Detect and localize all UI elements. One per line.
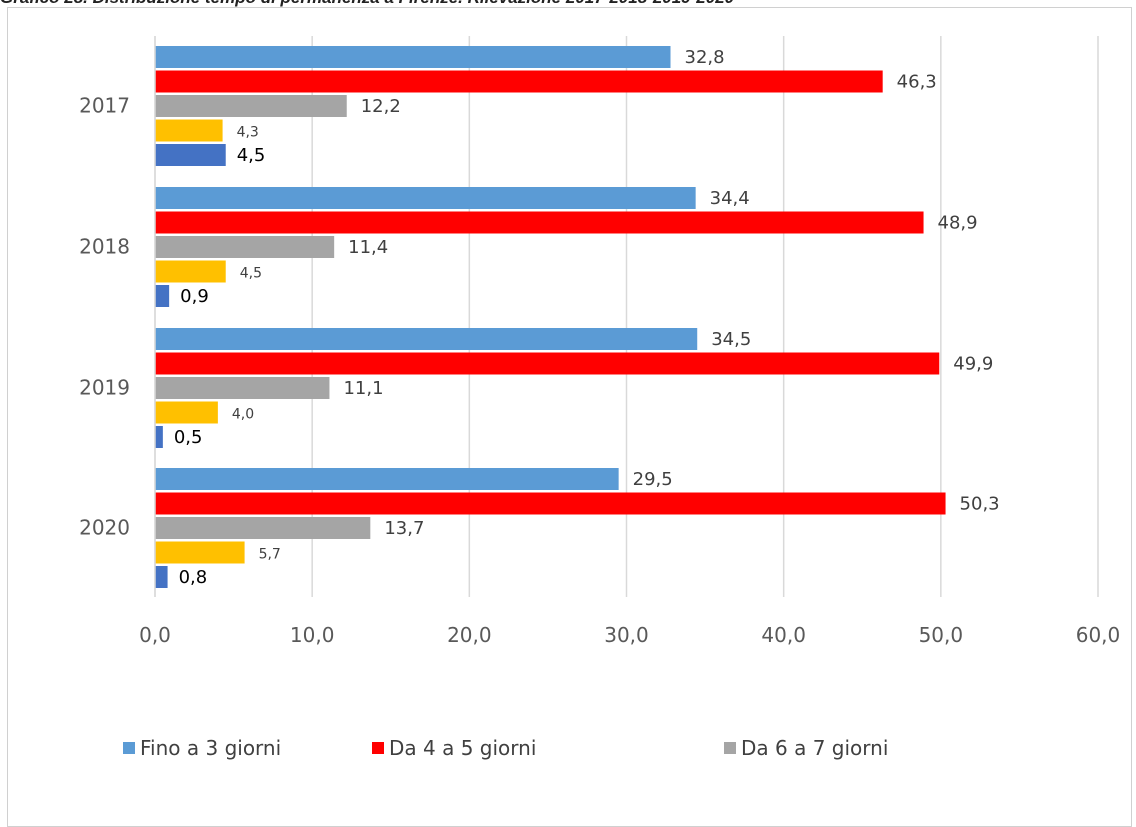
data-label: 29,5 [633,469,673,490]
data-label: 0,5 [174,427,203,448]
data-labels: 32,8 46,3 12,2 4,3 4,5 34,4 48,9 11,4 4,5 0,9 34,5… [174,47,1000,588]
bar [155,492,946,515]
bar [155,377,330,399]
y-axis: 2017 2018 2019 2020 [79,36,156,597]
bar [155,46,671,68]
data-label: 46,3 [897,72,937,93]
bar [155,541,245,564]
data-label: 4,0 [232,407,254,423]
x-axis: 0,0 10,0 20,0 30,0 40,0 50,0 60,0 [139,623,1120,647]
legend-swatch [123,742,135,754]
x-tick-label: 0,0 [139,623,171,647]
x-tick-label: 50,0 [919,623,964,647]
bar [155,401,218,424]
y-tick-label: 2017 [79,93,130,117]
data-label: 50,3 [960,494,1000,515]
bar [155,236,335,258]
bar [155,517,371,539]
legend-swatch [372,742,384,754]
data-label: 4,5 [240,266,262,282]
data-label: 11,1 [343,378,383,399]
bar [155,260,226,283]
x-tick-label: 40,0 [761,623,806,647]
bar [155,468,619,490]
bar [155,144,226,166]
data-label: 34,5 [711,329,751,350]
data-label: 4,5 [237,145,266,166]
legend-label: Fino a 3 giorni [140,736,281,760]
data-label: 0,9 [180,286,209,307]
bar [155,70,883,93]
bar [155,211,924,234]
y-tick-label: 2018 [79,234,130,258]
data-label: 0,8 [179,567,208,588]
chart-caption: Grafico 28. Distribuzione tempo di perma… [0,0,1136,8]
data-label: 5,7 [259,547,281,563]
data-label: 11,4 [348,237,388,258]
data-label: 4,3 [237,125,259,141]
y-tick-label: 2019 [79,375,130,399]
bar [155,352,940,375]
x-tick-label: 30,0 [604,623,649,647]
data-label: 48,9 [938,213,978,234]
bar [155,566,168,588]
legend: Fino a 3 giorni Da 4 a 5 giorni Da 6 a 7 g… [123,736,888,760]
y-tick-label: 2020 [79,515,130,539]
x-tick-label: 10,0 [290,623,335,647]
bar [155,119,223,142]
x-tick-label: 60,0 [1076,623,1121,647]
data-label: 49,9 [953,354,993,375]
data-label: 32,8 [685,47,725,68]
bar [155,187,696,209]
bar [155,285,170,307]
bar [155,95,347,117]
legend-swatch [724,742,736,754]
x-tick-label: 20,0 [447,623,492,647]
data-label: 13,7 [384,518,424,539]
bar [155,328,698,350]
legend-label: Da 6 a 7 giorni [741,736,888,760]
data-label: 12,2 [361,96,401,117]
bar [155,426,163,448]
bars [155,46,946,588]
data-label: 34,4 [710,188,750,209]
legend-label: Da 4 a 5 giorni [389,736,536,760]
